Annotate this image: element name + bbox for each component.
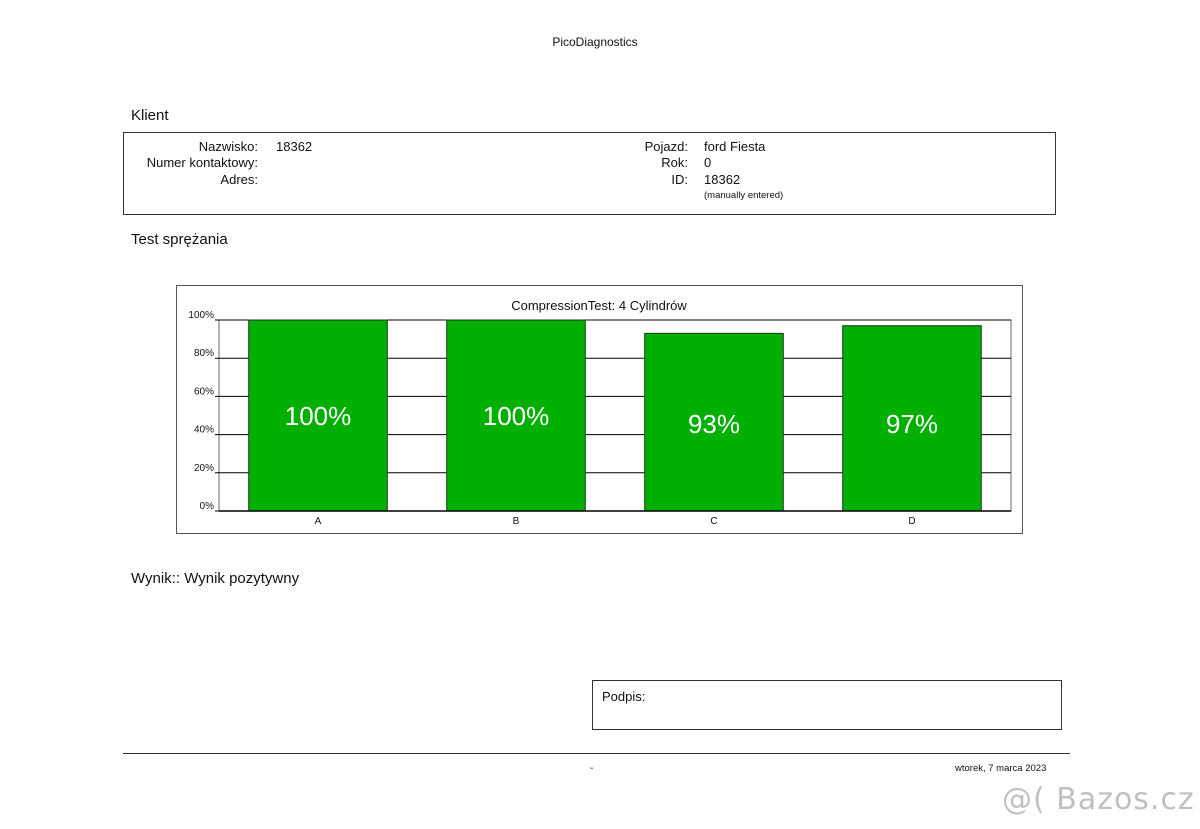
bar-value-label: 100% xyxy=(285,401,352,431)
result-text: Wynik:: Wynik pozytywny xyxy=(131,570,300,587)
bar-B xyxy=(446,319,586,512)
adres-label: Adres: xyxy=(220,172,258,187)
nazwisko-label: Nazwisko: xyxy=(198,139,258,154)
compression-chart: CompressionTest: 4 Cylindrów 0% 20% 40% 60%… xyxy=(176,285,1023,534)
test-section-title: Test sprężania xyxy=(131,231,228,248)
bar-A xyxy=(248,319,388,512)
kontakt-label: Numer kontaktowy: xyxy=(146,155,258,170)
bar-value-label: 100% xyxy=(483,401,550,431)
x-tick-label: A xyxy=(315,516,322,527)
rok-value: 0 xyxy=(704,155,712,170)
pojazd-value: ford Fiesta xyxy=(704,139,766,154)
pojazd-label: Pojazd: xyxy=(644,139,688,154)
id-value: 18362 xyxy=(704,172,741,187)
footer-dash: - xyxy=(590,763,594,774)
footer-divider xyxy=(123,753,1070,754)
client-info-box: Nazwisko: 18362 Numer kontaktowy: Adres:… xyxy=(123,132,1056,215)
bazos-watermark: @( Bazos.cz xyxy=(1002,782,1195,817)
y-tick-label: 0% xyxy=(200,501,215,512)
signature-box: Podpis: xyxy=(592,680,1062,730)
y-tick-label: 40% xyxy=(194,425,214,436)
y-tick-label: 100% xyxy=(188,310,214,321)
bar-value-label: 97% xyxy=(886,409,938,439)
client-section-title: Klient xyxy=(131,107,169,124)
y-tick-label: 80% xyxy=(194,348,214,359)
chart-title: CompressionTest: 4 Cylindrów xyxy=(511,298,687,313)
id-label: ID: xyxy=(671,172,688,187)
app-title: PicoDiagnostics xyxy=(552,35,638,49)
x-tick-label: C xyxy=(710,516,717,527)
bar-D xyxy=(842,325,982,512)
y-tick-label: 20% xyxy=(194,463,214,474)
x-tick-label: B xyxy=(513,516,520,527)
footer-date: wtorek, 7 marca 2023 xyxy=(955,763,1047,774)
signature-label: Podpis: xyxy=(602,689,646,704)
bar-C xyxy=(644,332,784,512)
bar-value-label: 93% xyxy=(688,409,740,439)
id-note: (manually entered) xyxy=(704,190,784,201)
nazwisko-value: 18362 xyxy=(276,139,313,154)
x-tick-label: D xyxy=(908,516,915,527)
rok-label: Rok: xyxy=(661,155,688,170)
y-tick-label: 60% xyxy=(194,386,214,397)
compression-chart-svg: CompressionTest: 4 Cylindrów 0% 20% 40% 60%… xyxy=(188,298,1012,527)
